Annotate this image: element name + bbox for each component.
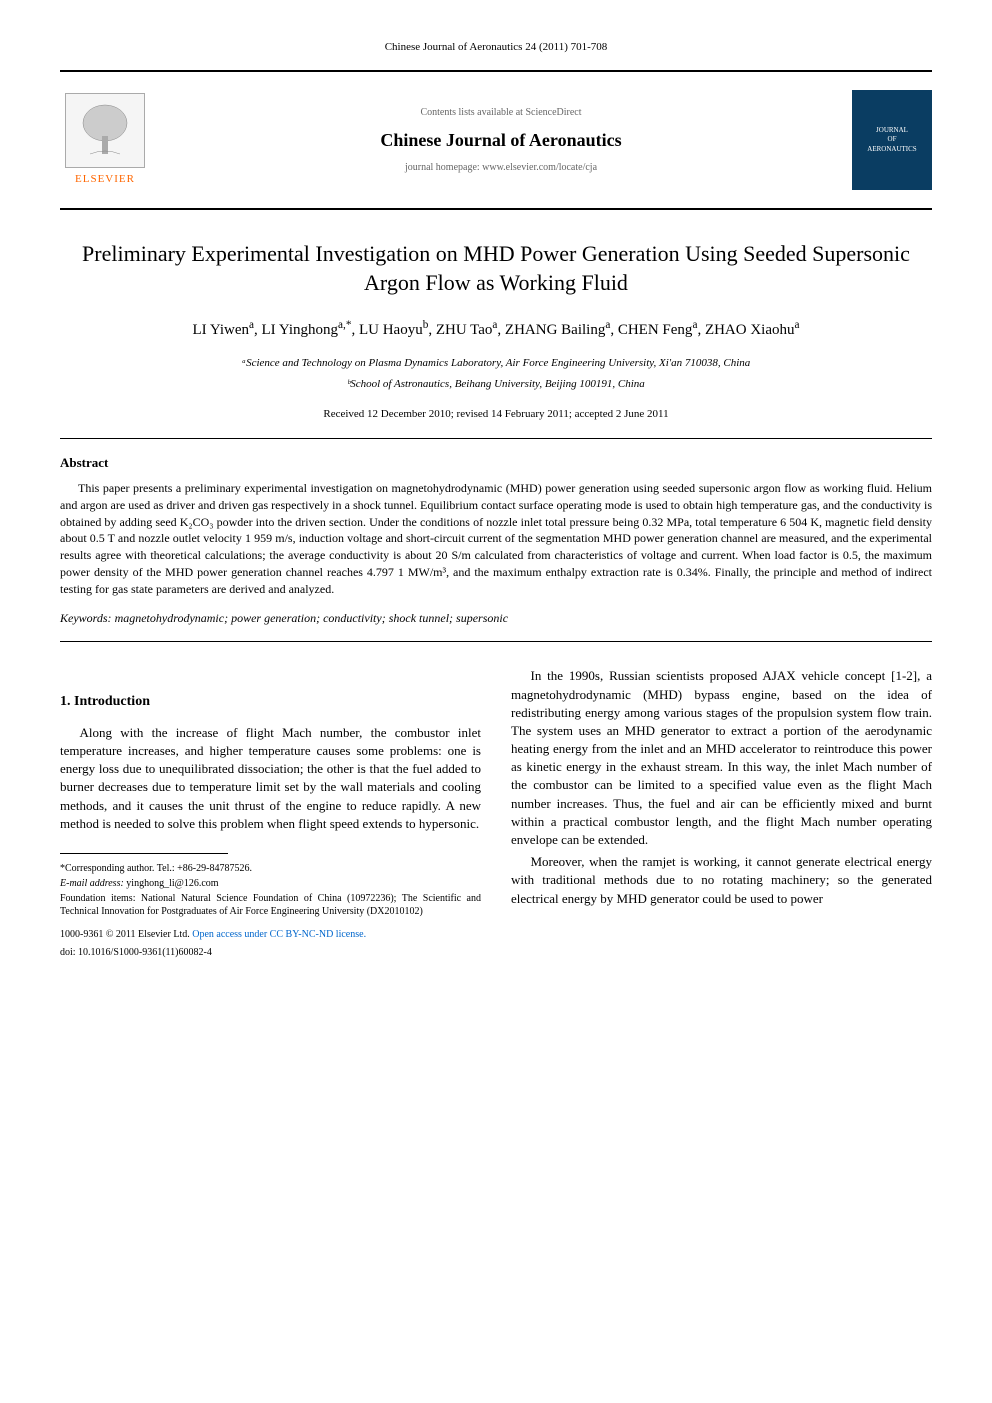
section-heading-intro: 1. Introduction — [60, 692, 481, 712]
doi-block: 1000-9361 © 2011 Elsevier Ltd. Open acce… — [60, 928, 481, 960]
footnote-divider — [60, 853, 228, 854]
open-access-link[interactable]: Open access under CC BY-NC-ND license. — [192, 929, 366, 940]
right-column: In the 1990s, Russian scientists propose… — [511, 667, 932, 964]
keywords-label: Keywords: — [60, 611, 112, 625]
keywords-values: magnetohydrodynamic; power generation; c… — [115, 611, 508, 625]
body-two-column: 1. Introduction Along with the increase … — [60, 667, 932, 964]
abstract-heading: Abstract — [60, 454, 932, 472]
journal-cover-thumbnail: JOURNAL OF AERONAUTICS — [852, 90, 932, 190]
foundation-note: Foundation items: National Natural Scien… — [60, 892, 481, 918]
affiliation-a: ᵃScience and Technology on Plasma Dynami… — [60, 356, 932, 371]
journal-header-center: Contents lists available at ScienceDirec… — [170, 106, 832, 175]
article-dates: Received 12 December 2010; revised 14 Fe… — [60, 407, 932, 422]
journal-homepage-text: journal homepage: www.elsevier.com/locat… — [170, 161, 832, 175]
journal-header: ELSEVIER Contents lists available at Sci… — [60, 80, 932, 200]
journal-title: Chinese Journal of Aeronautics — [170, 128, 832, 153]
cover-text-line: JOURNAL — [876, 126, 908, 136]
email-line: E-mail address: yinghong_li@126.com — [60, 877, 481, 890]
elsevier-logo: ELSEVIER — [60, 90, 150, 190]
body-paragraph: In the 1990s, Russian scientists propose… — [511, 667, 932, 849]
body-paragraph: Moreover, when the ramjet is working, it… — [511, 853, 932, 908]
divider-abstract-bottom — [60, 641, 932, 642]
divider-top — [60, 70, 932, 72]
left-column: 1. Introduction Along with the increase … — [60, 667, 481, 964]
article-title: Preliminary Experimental Investigation o… — [80, 240, 912, 297]
copyright-text: 1000-9361 © 2011 Elsevier Ltd. — [60, 929, 190, 940]
cover-text-line: AERONAUTICS — [867, 145, 916, 155]
footnote-block: *Corresponding author. Tel.: +86-29-8478… — [60, 862, 481, 918]
copyright-line: 1000-9361 © 2011 Elsevier Ltd. Open acce… — [60, 928, 481, 942]
cover-text-line: OF — [888, 135, 897, 145]
author-list: LI Yiwena, LI Yinghonga,*, LU Haoyub, ZH… — [60, 318, 932, 341]
elsevier-text: ELSEVIER — [75, 172, 135, 187]
email-label: E-mail address: — [60, 878, 124, 889]
affiliation-b: ᵇSchool of Astronautics, Beihang Univers… — [60, 377, 932, 392]
email-address: yinghong_li@126.com — [126, 878, 218, 889]
contents-available-text: Contents lists available at ScienceDirec… — [170, 106, 832, 120]
doi-line: doi: 10.1016/S1000-9361(11)60082-4 — [60, 946, 481, 960]
body-paragraph: Along with the increase of flight Mach n… — [60, 724, 481, 833]
header-citation: Chinese Journal of Aeronautics 24 (2011)… — [60, 40, 932, 55]
corresponding-author-note: *Corresponding author. Tel.: +86-29-8478… — [60, 862, 481, 875]
keywords-line: Keywords: magnetohydrodynamic; power gen… — [60, 610, 932, 627]
divider-header-bottom — [60, 208, 932, 210]
abstract-text: This paper presents a preliminary experi… — [60, 480, 932, 598]
divider-abstract-top — [60, 438, 932, 439]
elsevier-tree-icon — [65, 93, 145, 168]
